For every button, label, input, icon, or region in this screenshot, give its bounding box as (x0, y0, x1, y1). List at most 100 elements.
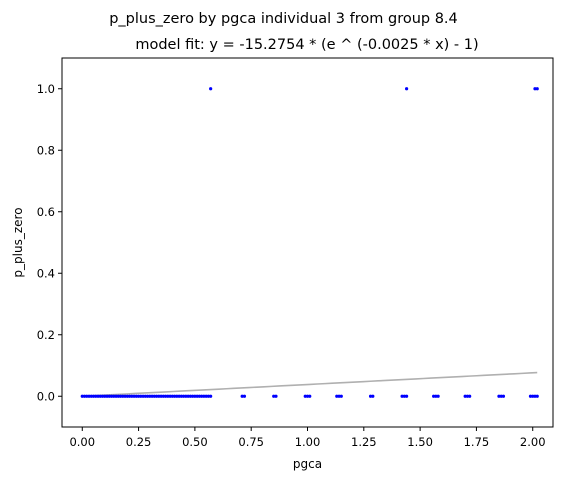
data-point (204, 394, 208, 398)
data-point (531, 394, 535, 398)
fit-line (82, 371, 538, 398)
y-tick-label: 0.0 (37, 389, 55, 403)
data-point (80, 394, 84, 398)
data-point (339, 394, 343, 398)
data-point (533, 87, 537, 91)
data-point (400, 394, 404, 398)
data-point (121, 394, 125, 398)
y-tick-label: 0.8 (37, 143, 55, 157)
data-point (139, 394, 143, 398)
data-point (432, 394, 436, 398)
data-point (497, 394, 501, 398)
data-point (155, 394, 159, 398)
data-point (465, 394, 470, 398)
data-point (166, 394, 170, 398)
x-tick-label: 0.75 (238, 435, 264, 449)
data-point (535, 394, 539, 398)
data-point (303, 394, 307, 398)
data-point (134, 394, 138, 398)
data-point (193, 394, 197, 398)
data-point (100, 394, 105, 398)
fit-line-layer (82, 371, 538, 398)
y-tick-label: 0.2 (37, 328, 55, 342)
data-point (157, 394, 161, 398)
data-point (87, 394, 91, 398)
data-point (118, 394, 123, 398)
data-point (188, 394, 192, 398)
data-point (209, 394, 213, 398)
data-point (308, 394, 312, 398)
x-tick-label: 0.50 (182, 435, 208, 449)
data-point (98, 394, 102, 398)
data-point (94, 394, 98, 398)
data-point (337, 394, 341, 398)
data-point (184, 394, 188, 398)
chart-title: p_plus_zero by pgca individual 3 from gr… (109, 11, 458, 27)
data-point (107, 394, 111, 398)
data-point (535, 87, 539, 91)
data-point (123, 394, 127, 398)
data-point (112, 394, 116, 398)
data-point (405, 394, 409, 398)
data-point (125, 394, 129, 398)
data-point (179, 394, 183, 398)
data-point (202, 394, 206, 398)
x-tick-label: 1.00 (295, 435, 321, 449)
y-tick-label: 0.6 (37, 205, 55, 219)
data-point (143, 394, 147, 398)
data-point (405, 87, 409, 91)
data-point (182, 394, 186, 398)
data-point (148, 394, 152, 398)
data-point (335, 394, 339, 398)
data-point (501, 394, 506, 398)
data-point (463, 394, 467, 398)
data-point (132, 394, 136, 398)
data-point (116, 394, 120, 398)
data-point (136, 394, 141, 398)
data-point (434, 394, 438, 398)
data-point (89, 394, 93, 398)
data-point (436, 394, 440, 398)
data-point (368, 394, 373, 398)
data-point (114, 394, 118, 398)
data-point (240, 394, 244, 398)
y-axis-label: p_plus_zero (11, 207, 25, 277)
data-point (145, 394, 150, 398)
data-point (206, 394, 210, 398)
data-point (402, 394, 406, 398)
data-point (499, 394, 503, 398)
chart-subtitle: model fit: y = -15.2754 * (e ^ (-0.0025 … (135, 37, 478, 53)
data-point (109, 394, 114, 398)
data-point (103, 394, 107, 398)
data-point (528, 394, 533, 398)
data-point (200, 394, 204, 398)
y-axis: 0.0 0.2 0.4 0.6 0.8 1.0 (37, 82, 62, 403)
data-point (242, 394, 247, 398)
points-layer (80, 87, 539, 398)
data-point (195, 394, 199, 398)
data-point (130, 394, 134, 398)
data-point (152, 394, 156, 398)
data-point (175, 394, 179, 398)
data-point (170, 394, 174, 398)
data-point (85, 394, 89, 398)
x-tick-label: 1.50 (407, 435, 433, 449)
data-point (186, 394, 190, 398)
data-point (177, 394, 181, 398)
data-point (161, 394, 165, 398)
x-tick-label: 0.25 (126, 435, 152, 449)
data-point (371, 394, 375, 398)
y-tick-label: 0.4 (37, 266, 55, 280)
data-point (96, 394, 100, 398)
data-point (141, 394, 145, 398)
data-point (191, 394, 195, 398)
data-point (150, 394, 154, 398)
data-point (468, 394, 472, 398)
data-point (272, 394, 276, 398)
data-point (91, 394, 96, 398)
y-tick-label: 1.0 (37, 82, 55, 96)
data-point (127, 394, 132, 398)
x-tick-label: 1.25 (351, 435, 377, 449)
data-point (533, 394, 537, 398)
